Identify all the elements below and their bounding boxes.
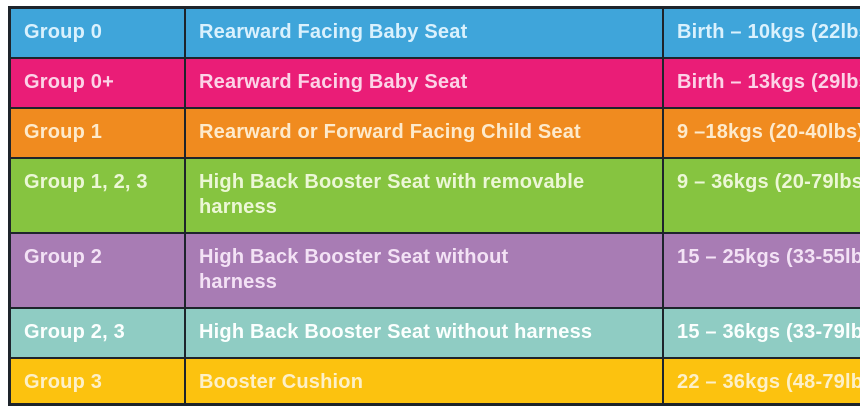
- description-cell: Rearward Facing Baby Seat: [184, 6, 664, 59]
- group-cell: Group 3: [8, 356, 186, 406]
- description-cell: High Back Booster Seat without harness: [184, 306, 664, 359]
- description-cell: Booster Cushion: [184, 356, 664, 406]
- group-cell: Group 0: [8, 6, 186, 59]
- group-cell: Group 1: [8, 106, 186, 159]
- weight-cell: 9 –18kgs (20-40lbs): [662, 106, 860, 159]
- table-row: Group 2 High Back Booster Seat without h…: [8, 231, 860, 309]
- table-row: Group 1 Rearward or Forward Facing Child…: [8, 106, 860, 159]
- group-cell: Group 2: [8, 231, 186, 309]
- table-row: Group 2, 3 High Back Booster Seat withou…: [8, 306, 860, 359]
- table-row: Group 3 Booster Cushion 22 – 36kgs (48-7…: [8, 356, 860, 406]
- weight-cell: Birth – 10kgs (22lbs): [662, 6, 860, 59]
- group-cell: Group 1, 2, 3: [8, 156, 186, 234]
- group-cell: Group 2, 3: [8, 306, 186, 359]
- weight-cell: 15 – 25kgs (33-55lbs): [662, 231, 860, 309]
- description-cell: Rearward Facing Baby Seat: [184, 56, 664, 109]
- table-row: Group 0 Rearward Facing Baby Seat Birth …: [8, 6, 860, 59]
- weight-cell: 22 – 36kgs (48-79lbs): [662, 356, 860, 406]
- description-cell: Rearward or Forward Facing Child Seat: [184, 106, 664, 159]
- table-row: Group 0+ Rearward Facing Baby Seat Birth…: [8, 56, 860, 109]
- description-cell: High Back Booster Seat without harness: [184, 231, 664, 309]
- weight-cell: 9 – 36kgs (20-79lbs): [662, 156, 860, 234]
- weight-cell: 15 – 36kgs (33-79lbs): [662, 306, 860, 359]
- description-cell: High Back Booster Seat with removable ha…: [184, 156, 664, 234]
- table-row: Group 1, 2, 3 High Back Booster Seat wit…: [8, 156, 860, 234]
- car-seat-groups-table: Group 0 Rearward Facing Baby Seat Birth …: [8, 6, 860, 406]
- group-cell: Group 0+: [8, 56, 186, 109]
- weight-cell: Birth – 13kgs (29lbs): [662, 56, 860, 109]
